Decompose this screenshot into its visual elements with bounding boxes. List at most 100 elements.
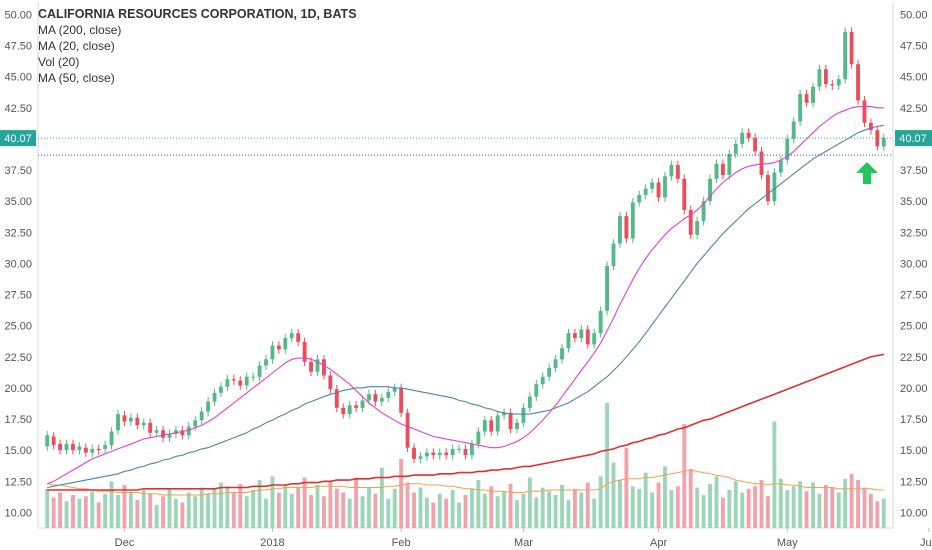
volume-bar — [560, 485, 564, 528]
candle-body — [856, 64, 860, 101]
volume-bar — [515, 499, 519, 528]
candle-body — [431, 452, 436, 456]
volume-bar — [289, 493, 294, 528]
volume-bar — [45, 488, 50, 528]
volume-bar — [643, 472, 648, 528]
y-tick-label-left: 27.50 — [4, 290, 32, 302]
candle-body — [804, 94, 809, 103]
volume-bar — [476, 480, 481, 528]
volume-bar — [727, 490, 732, 528]
vol-ma-line — [47, 469, 884, 496]
volume-bar — [96, 502, 101, 528]
candle-body — [45, 435, 50, 447]
candle-body — [727, 153, 732, 176]
y-tick-label-right: 15.00 — [900, 445, 928, 457]
up-arrow-annotation — [856, 162, 878, 184]
candle-body — [630, 202, 635, 239]
volume-bar — [309, 495, 313, 528]
y-tick-label-right: 12.50 — [900, 476, 928, 488]
volume-bar — [746, 488, 751, 528]
legend-vol20: Vol (20) — [38, 55, 80, 69]
volume-bar — [199, 487, 204, 528]
candle-body — [103, 445, 108, 449]
candle-body — [180, 430, 185, 436]
volume-bar — [482, 493, 487, 528]
volume-bar — [379, 467, 384, 528]
price-badge-left-text: 40.07 — [4, 133, 32, 145]
volume-bar — [405, 482, 410, 528]
y-tick-label-left: 35.00 — [4, 196, 32, 208]
y-tick-label-left: 32.50 — [4, 227, 32, 239]
y-tick-label-left: 15.00 — [4, 445, 32, 457]
candle-body — [605, 265, 610, 311]
candle-body — [502, 412, 507, 416]
candle-body — [476, 431, 481, 444]
volume-bar — [450, 490, 455, 528]
volume-bar — [392, 488, 397, 528]
volume-bar — [592, 498, 597, 528]
volume-bar — [598, 476, 603, 528]
candle-body — [405, 412, 410, 448]
volume-bar — [109, 481, 114, 528]
y-tick-label-right: 25.00 — [900, 321, 928, 333]
candle-body — [238, 380, 243, 386]
candle-body — [643, 188, 648, 195]
candle-body — [199, 411, 204, 421]
volume-bar — [148, 493, 153, 528]
candle-body — [225, 379, 230, 387]
candle-body — [495, 415, 500, 432]
candle-body — [759, 151, 764, 176]
candle-body — [231, 379, 236, 381]
candle-body — [521, 407, 526, 423]
volume-bar — [373, 493, 378, 528]
y-tick-label-right: 45.00 — [900, 72, 928, 84]
volume-bar — [817, 493, 822, 528]
candle-body — [508, 412, 513, 430]
candle-body — [334, 389, 339, 408]
candle-body — [289, 333, 294, 339]
volume-bar — [302, 477, 307, 528]
candle-body — [71, 443, 75, 451]
candle-body — [148, 422, 153, 433]
volume-bar — [276, 492, 281, 528]
volume-bar — [669, 490, 674, 528]
volume-bar — [341, 492, 346, 528]
volume-bar — [386, 498, 391, 528]
candle-body — [489, 420, 494, 432]
volume-bar — [154, 504, 159, 528]
y-tick-label-left: 47.50 — [4, 41, 32, 53]
y-tick-label-right: 17.50 — [900, 414, 928, 426]
volume-bar — [367, 487, 371, 528]
candle-body — [733, 143, 738, 154]
legend: CALIFORNIA RESOURCES CORPORATION, 1D, BA… — [38, 6, 357, 86]
candle-body — [283, 338, 288, 350]
candles — [45, 27, 886, 464]
candle-body — [257, 365, 262, 377]
volume-bar — [283, 485, 288, 528]
candle-body — [206, 401, 211, 412]
volume-bar — [695, 487, 700, 528]
candle-body — [296, 333, 301, 342]
ma50-line — [47, 124, 884, 489]
candle-body — [463, 448, 468, 456]
legend-ma20: MA (20, close) — [38, 39, 115, 53]
volume-bar — [540, 487, 545, 528]
y-tick-label-left: 17.50 — [4, 414, 32, 426]
legend-ma50: MA (50, close) — [38, 71, 115, 85]
candle-body — [437, 452, 442, 456]
x-tick-label: Jun — [920, 537, 932, 549]
volume-bar — [804, 491, 809, 528]
candle-body — [675, 165, 680, 179]
volume-bar — [264, 498, 268, 528]
volume-bar — [161, 496, 165, 528]
volume-bar — [630, 486, 635, 528]
volume-bar — [328, 481, 333, 528]
volume-bar — [843, 478, 848, 528]
volume-bar — [103, 493, 108, 528]
volume-bar — [238, 483, 243, 528]
x-tick-label: Dec — [115, 537, 135, 549]
volume-bar — [585, 482, 590, 528]
volume-bar — [605, 402, 610, 528]
volume-bar — [116, 495, 120, 528]
